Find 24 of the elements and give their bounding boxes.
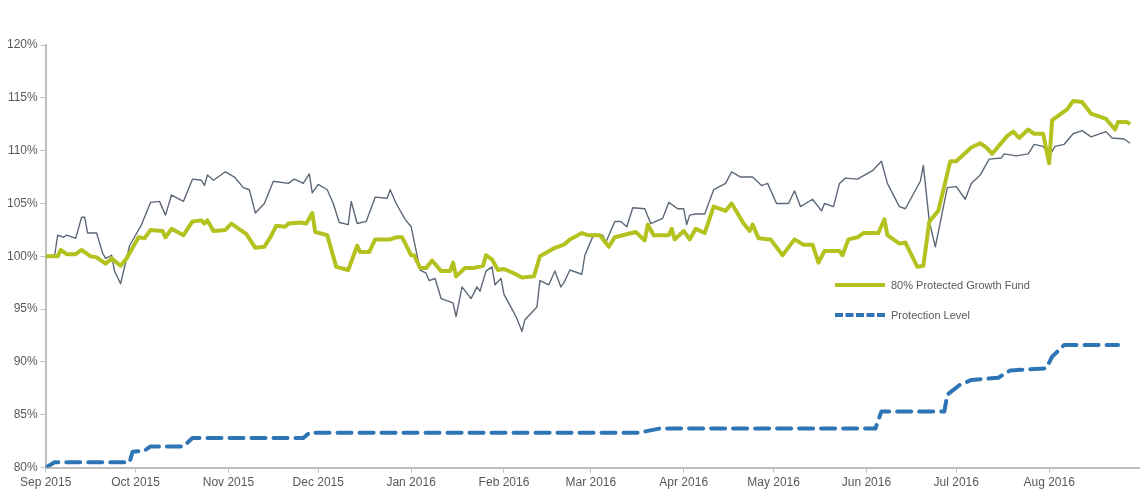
- x-tick-label: Nov 2015: [202, 475, 255, 490]
- legend-label: Protection Level: [891, 309, 970, 321]
- legend-label: 80% Protected Growth Fund: [891, 279, 1030, 291]
- y-tick-label: 100%: [6, 248, 39, 263]
- x-tick-label: Mar 2016: [565, 475, 617, 490]
- x-tick-label: May 2016: [747, 475, 801, 490]
- x-tick-label: Feb 2016: [478, 475, 530, 490]
- line-series: [45, 343, 1121, 468]
- x-tick-label: Oct 2015: [111, 475, 161, 490]
- x-tick-label: Apr 2016: [659, 475, 709, 490]
- y-tick-label: 80%: [13, 459, 39, 474]
- x-tick-label: Jun 2016: [841, 475, 892, 490]
- y-tick-label: 115%: [7, 90, 39, 105]
- y-tick-label: 120%: [6, 37, 39, 52]
- x-tick-label: Jan 2016: [386, 475, 437, 490]
- y-tick-label: 85%: [13, 407, 39, 422]
- y-tick-label: 95%: [13, 301, 39, 316]
- y-tick-label: 90%: [13, 354, 39, 369]
- x-tick-label: Sep 2015: [20, 475, 72, 490]
- y-tick-label: 110%: [7, 142, 39, 157]
- x-tick-label: Dec 2015: [292, 475, 345, 490]
- x-tick-label: Aug 2016: [1023, 475, 1076, 490]
- x-tick-label: Jul 2016: [933, 475, 980, 490]
- y-tick-label: 105%: [6, 195, 39, 210]
